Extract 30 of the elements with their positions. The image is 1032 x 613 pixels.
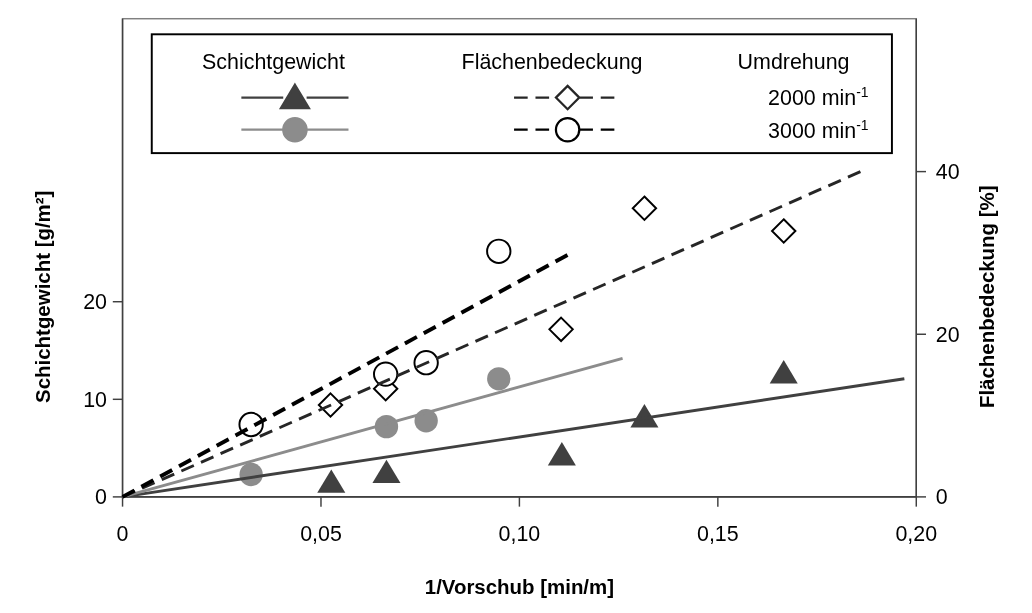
x-tick-label: 0,20 xyxy=(895,521,938,546)
point xyxy=(631,195,658,221)
y2-tick-label: 0 xyxy=(935,485,948,510)
point xyxy=(769,360,798,384)
point xyxy=(548,316,574,343)
point xyxy=(373,361,399,387)
x-tick-label: 0,05 xyxy=(300,521,342,546)
y-tick-label: 10 xyxy=(83,387,108,412)
y2-tick-label: 40 xyxy=(935,160,960,185)
annotation: Schichtgewicht xyxy=(202,50,345,75)
point xyxy=(487,367,511,391)
point xyxy=(372,459,401,484)
y2-axis-title: Flächenbedeckung [%] xyxy=(975,185,999,409)
y-tick-label: 0 xyxy=(95,485,108,510)
x-tick-label: 0,10 xyxy=(498,521,541,546)
point xyxy=(413,350,439,376)
x-tick-label: 0,15 xyxy=(697,521,739,546)
point xyxy=(317,469,346,493)
annotation: 3000 min$^{-1}$ xyxy=(768,116,869,143)
legend-title: Umdrehung xyxy=(737,50,850,75)
point xyxy=(486,238,512,264)
point xyxy=(771,218,797,244)
x-axis-title: 1/Vorschub [min/m] xyxy=(424,575,615,599)
point xyxy=(547,442,576,466)
y-tick-label: 20 xyxy=(83,290,108,315)
x-tick-label: 0 xyxy=(116,521,129,546)
annotation: 2000 min$^{-1}$ xyxy=(768,84,869,111)
y2-tick-label: 20 xyxy=(935,322,960,347)
annotation: Flächenbedeckung xyxy=(461,50,643,75)
y-axis-title: Schichtgewicht [g/m²] xyxy=(31,190,55,403)
